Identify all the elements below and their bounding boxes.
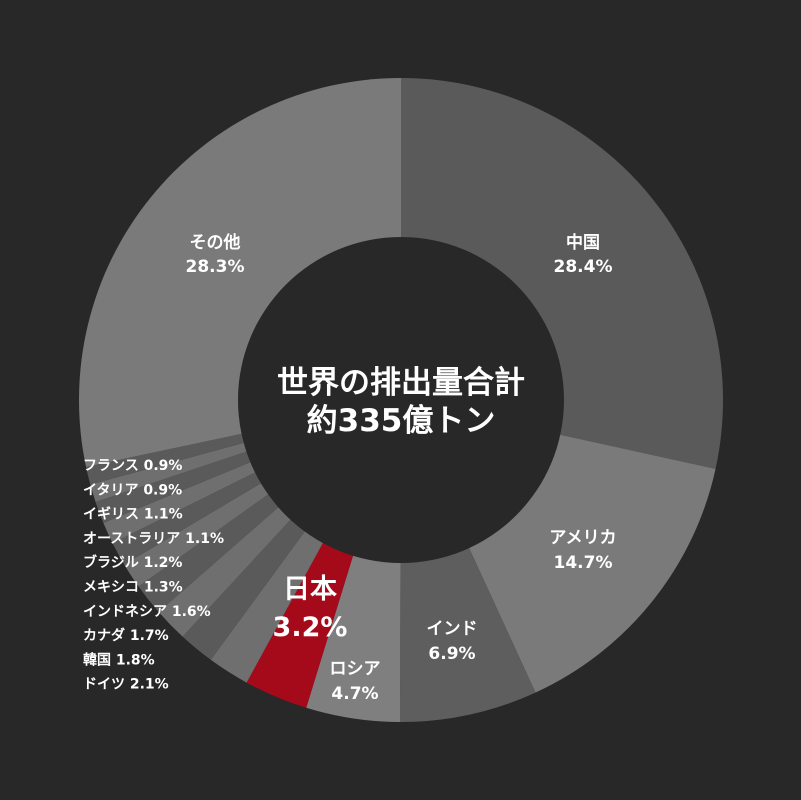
- small-slice-label-14: フランス 0.9%: [83, 458, 182, 474]
- small-slice-label-7: カナダ 1.7%: [83, 627, 169, 644]
- slice-value-label-2: 6.9%: [428, 644, 475, 664]
- slice-name-label-15: その他: [190, 232, 241, 253]
- slice-name-label-1: アメリカ: [549, 528, 616, 548]
- small-slice-label-10: ブラジル 1.2%: [83, 554, 182, 571]
- small-slice-label-11: オーストラリア 1.1%: [83, 531, 224, 547]
- small-slice-label-8: インドネシア 1.6%: [83, 604, 211, 620]
- slice-name-label-4: 日本: [283, 574, 337, 605]
- slice-value-label-0: 28.4%: [554, 257, 613, 277]
- small-slice-label-6: 韓国 1.8%: [83, 651, 155, 668]
- slice-labels: 中国 28.4% アメリカ 14.7% インド 6.9% ロシア 4.7% 日本 3.2% その他 2…: [83, 232, 617, 704]
- slice-name-label-0: 中国: [566, 232, 600, 253]
- small-slice-label-12: イギリス 1.1%: [83, 506, 183, 523]
- small-slice-label-9: メキシコ 1.3%: [83, 580, 183, 596]
- center-label-line-2: 約335億トン: [307, 403, 496, 439]
- small-slice-label-13: イタリア 0.9%: [83, 482, 182, 498]
- center-label-line-1: 世界の排出量合計: [277, 365, 525, 401]
- slice-value-label-1: 14.7%: [554, 553, 613, 573]
- slice-value-label-4: 3.2%: [273, 612, 348, 643]
- donut-hole: [238, 237, 564, 563]
- small-slice-label-5: ドイツ 2.1%: [83, 677, 169, 693]
- slice-name-label-3: ロシア: [330, 659, 381, 679]
- slice-value-label-15: 28.3%: [186, 257, 245, 277]
- slice-value-label-3: 4.7%: [331, 684, 378, 704]
- slice-name-label-2: インド: [427, 619, 478, 639]
